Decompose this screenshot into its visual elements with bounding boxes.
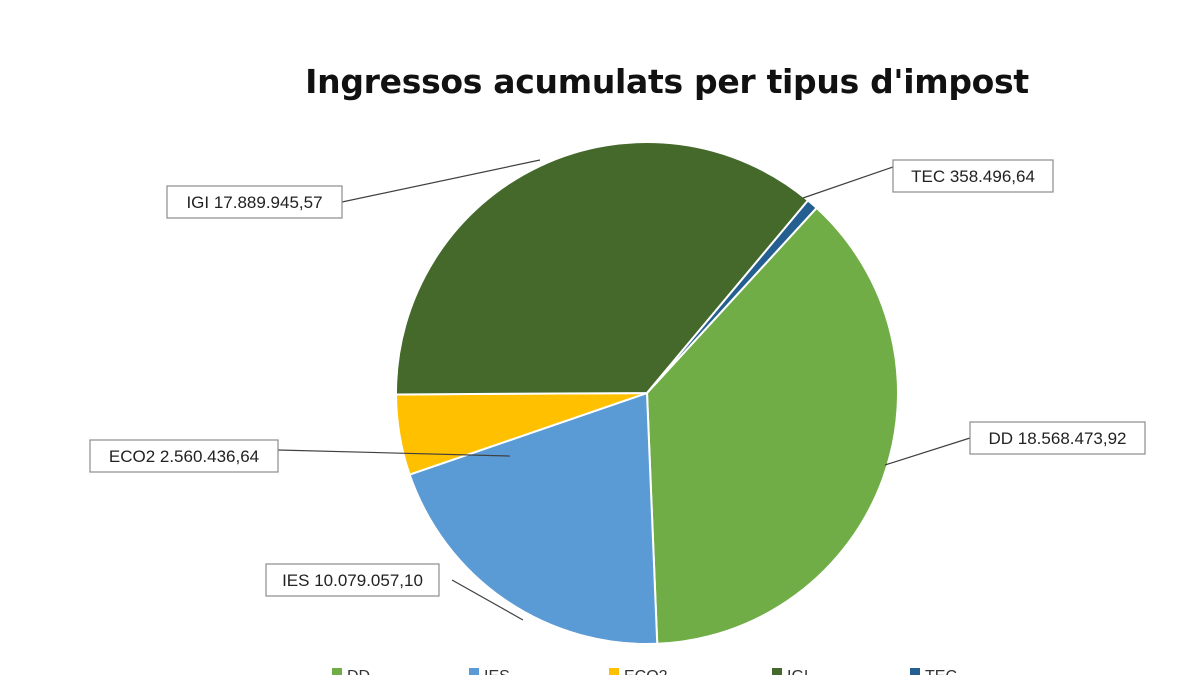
leader-line-ies xyxy=(451,579,524,621)
chart-title: Ingressos acumulats per tipus d'impost xyxy=(305,62,1029,101)
data-label-eco2: ECO2 2.560.436,64 xyxy=(89,439,279,473)
data-label-dd: DD 18.568.473,92 xyxy=(969,421,1146,455)
data-label-igi: IGI 17.889.945,57 xyxy=(166,185,343,219)
legend-item-ies: IES xyxy=(469,668,510,675)
legend-item-dd: DD xyxy=(332,668,370,675)
data-label-box xyxy=(89,439,279,473)
legend-swatch xyxy=(772,668,782,675)
legend-item-tec: TEC xyxy=(910,668,957,675)
pie-slice-igi xyxy=(394,141,810,396)
leader-line-igi xyxy=(341,159,541,203)
data-labels: DD 18.568.473,92 IES 10.079.057,10 ECO2 2.… xyxy=(89,159,1146,597)
legend-label: DD xyxy=(347,668,370,675)
data-label-box xyxy=(166,185,343,219)
data-label-text: DD 18.568.473,92 xyxy=(989,429,1127,448)
leader-line-eco2 xyxy=(277,449,511,457)
leader-lines xyxy=(277,159,971,621)
legend-item-igi: IGI xyxy=(772,668,808,675)
data-label-ies: IES 10.079.057,10 xyxy=(265,563,440,597)
data-label-text: ECO2 2.560.436,64 xyxy=(109,447,259,466)
pie-slice-dd xyxy=(645,206,899,645)
data-label-text: TEC 358.496,64 xyxy=(911,167,1035,186)
data-label-box xyxy=(969,421,1146,455)
legend-label: ECO2 xyxy=(624,668,668,675)
data-label-text: IGI 17.889.945,57 xyxy=(186,193,322,212)
pie-slice-ies xyxy=(408,391,659,645)
legend-label: IGI xyxy=(787,668,808,675)
legend-swatch xyxy=(910,668,920,675)
legend-label: TEC xyxy=(925,668,957,675)
pie-slice-tec xyxy=(646,199,818,394)
pie-slices xyxy=(394,141,899,645)
legend-label: IES xyxy=(484,668,510,675)
legend-swatch xyxy=(332,668,342,675)
legend-swatch xyxy=(609,668,619,675)
data-label-text: IES 10.079.057,10 xyxy=(282,571,423,590)
legend-item-eco2: ECO2 xyxy=(609,668,668,675)
data-label-box xyxy=(892,159,1054,193)
legend: DD IES ECO2 IGI TEC xyxy=(332,668,957,675)
data-label-box xyxy=(265,563,440,597)
leader-line-dd xyxy=(884,437,971,466)
legend-swatch xyxy=(469,668,479,675)
leader-line-tec xyxy=(802,166,894,199)
data-label-tec: TEC 358.496,64 xyxy=(892,159,1054,193)
